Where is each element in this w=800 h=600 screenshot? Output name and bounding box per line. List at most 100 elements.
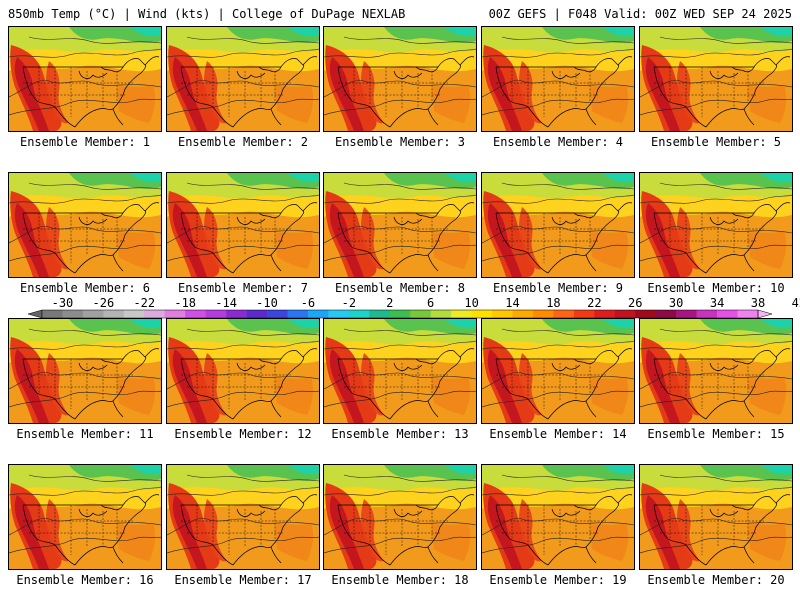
colorbar-bin	[185, 310, 206, 318]
temperature-map-image	[9, 465, 161, 569]
colorbar-bin	[512, 310, 534, 318]
temperature-map-image	[324, 27, 476, 131]
temperature-map-image	[640, 27, 792, 131]
ensemble-member-label: Ensemble Member: 1	[19, 135, 151, 149]
colorbar-bin	[226, 310, 247, 318]
colorbar-bin	[451, 310, 472, 318]
colorbar-tick-label: -18	[174, 296, 197, 310]
colorbar-bin	[123, 310, 145, 318]
ensemble-member-label: Ensemble Member: 13	[331, 427, 469, 441]
colorbar-bin	[62, 310, 84, 318]
colorbar-tick-label: -14	[215, 296, 237, 310]
ensemble-member-map	[481, 318, 635, 424]
colorbar-bin	[144, 310, 166, 318]
colorbar-tick-label: -22	[133, 296, 156, 310]
colorbar-tick-label: -6	[300, 296, 316, 310]
colorbar-bin	[42, 310, 63, 318]
ensemble-member-map	[323, 318, 477, 424]
colorbar-tick-label: 18	[546, 296, 561, 310]
colorbar-bin	[164, 310, 186, 318]
colorbar-tick-label: 26	[628, 296, 643, 310]
ensemble-member-label: Ensemble Member: 3	[334, 135, 466, 149]
temperature-map-image	[482, 319, 634, 423]
temperature-colorbar	[27, 309, 773, 319]
ensemble-member-label: Ensemble Member: 6	[19, 281, 151, 295]
temperature-map-image	[167, 319, 319, 423]
ensemble-member-map	[8, 26, 162, 132]
ensemble-member-map	[639, 318, 793, 424]
colorbar-bin	[328, 310, 350, 318]
ensemble-member-label: Ensemble Member: 8	[334, 281, 466, 295]
temperature-map-image	[640, 465, 792, 569]
header-title-left: 850mb Temp (°C) | Wind (kts) | College o…	[8, 7, 406, 21]
temperature-map-image	[9, 319, 161, 423]
ensemble-member-label: Ensemble Member: 17	[174, 573, 312, 587]
colorbar-bin	[717, 310, 738, 318]
colorbar-bin	[594, 310, 616, 318]
colorbar-bin	[492, 310, 513, 318]
colorbar-tick-label: -2	[341, 296, 357, 310]
colorbar-tick-label: 10	[464, 296, 479, 310]
colorbar-bin	[246, 310, 268, 318]
ensemble-member-map	[166, 318, 320, 424]
ensemble-member-label: Ensemble Member: 11	[16, 427, 154, 441]
temperature-map-image	[482, 173, 634, 277]
colorbar-bin	[369, 310, 391, 318]
colorbar-bin	[103, 310, 125, 318]
ensemble-member-map	[481, 464, 635, 570]
ensemble-member-label: Ensemble Member: 12	[174, 427, 312, 441]
ensemble-member-label: Ensemble Member: 16	[16, 573, 154, 587]
colorbar-bin	[205, 310, 227, 318]
ensemble-member-map	[8, 464, 162, 570]
colorbar-graphic	[27, 309, 773, 319]
ensemble-member-label: Ensemble Member: 4	[492, 135, 624, 149]
ensemble-member-label: Ensemble Member: 7	[177, 281, 309, 295]
ensemble-member-label: Ensemble Member: 9	[492, 281, 624, 295]
colorbar-bin	[737, 310, 759, 318]
ensemble-member-map	[166, 26, 320, 132]
ensemble-member-map	[323, 26, 477, 132]
colorbar-bin	[532, 310, 554, 318]
header-title-right: 00Z GEFS | F048 Valid: 00Z WED SEP 24 20…	[488, 7, 792, 21]
ensemble-member-label: Ensemble Member: 19	[489, 573, 627, 587]
ensemble-member-label: Ensemble Member: 10	[647, 281, 785, 295]
ensemble-member-label: Ensemble Member: 5	[650, 135, 782, 149]
ensemble-member-label: Ensemble Member: 20	[647, 573, 785, 587]
ensemble-member-label: Ensemble Member: 18	[331, 573, 469, 587]
colorbar-bin	[287, 310, 309, 318]
temperature-map-image	[9, 27, 161, 131]
colorbar-tick-label: 22	[587, 296, 602, 310]
colorbar-bin	[348, 310, 370, 318]
colorbar-bin	[389, 310, 411, 318]
colorbar-bin	[635, 310, 657, 318]
colorbar-tick-label: -10	[256, 296, 278, 310]
colorbar-bin	[307, 310, 329, 318]
ensemble-member-map	[323, 464, 477, 570]
ensemble-member-map	[639, 26, 793, 132]
ensemble-member-label: Ensemble Member: 14	[489, 427, 627, 441]
colorbar-tick-label: 38	[750, 296, 766, 310]
colorbar-bin	[430, 310, 452, 318]
temperature-map-image	[167, 173, 319, 277]
temperature-map-image	[482, 465, 634, 569]
colorbar-bin	[267, 310, 288, 318]
temperature-map-image	[167, 465, 319, 569]
colorbar-bin	[614, 310, 636, 318]
colorbar-bin	[410, 310, 431, 318]
temperature-map-image	[640, 173, 792, 277]
colorbar-bin	[82, 310, 104, 318]
colorbar-bin	[573, 310, 595, 318]
ensemble-member-map	[481, 172, 635, 278]
ensemble-member-map	[639, 172, 793, 278]
temperature-map-image	[324, 319, 476, 423]
ensemble-member-label: Ensemble Member: 2	[177, 135, 309, 149]
colorbar-max-arrow	[757, 309, 773, 319]
ensemble-member-map	[639, 464, 793, 570]
ensemble-member-map	[8, 318, 162, 424]
ensemble-member-map	[166, 464, 320, 570]
colorbar-bin	[676, 310, 697, 318]
temperature-map-image	[324, 173, 476, 277]
colorbar-tick-label: 34	[709, 296, 725, 310]
colorbar-tick-label: 42	[791, 296, 800, 310]
ensemble-member-label: Ensemble Member: 15	[647, 427, 785, 441]
